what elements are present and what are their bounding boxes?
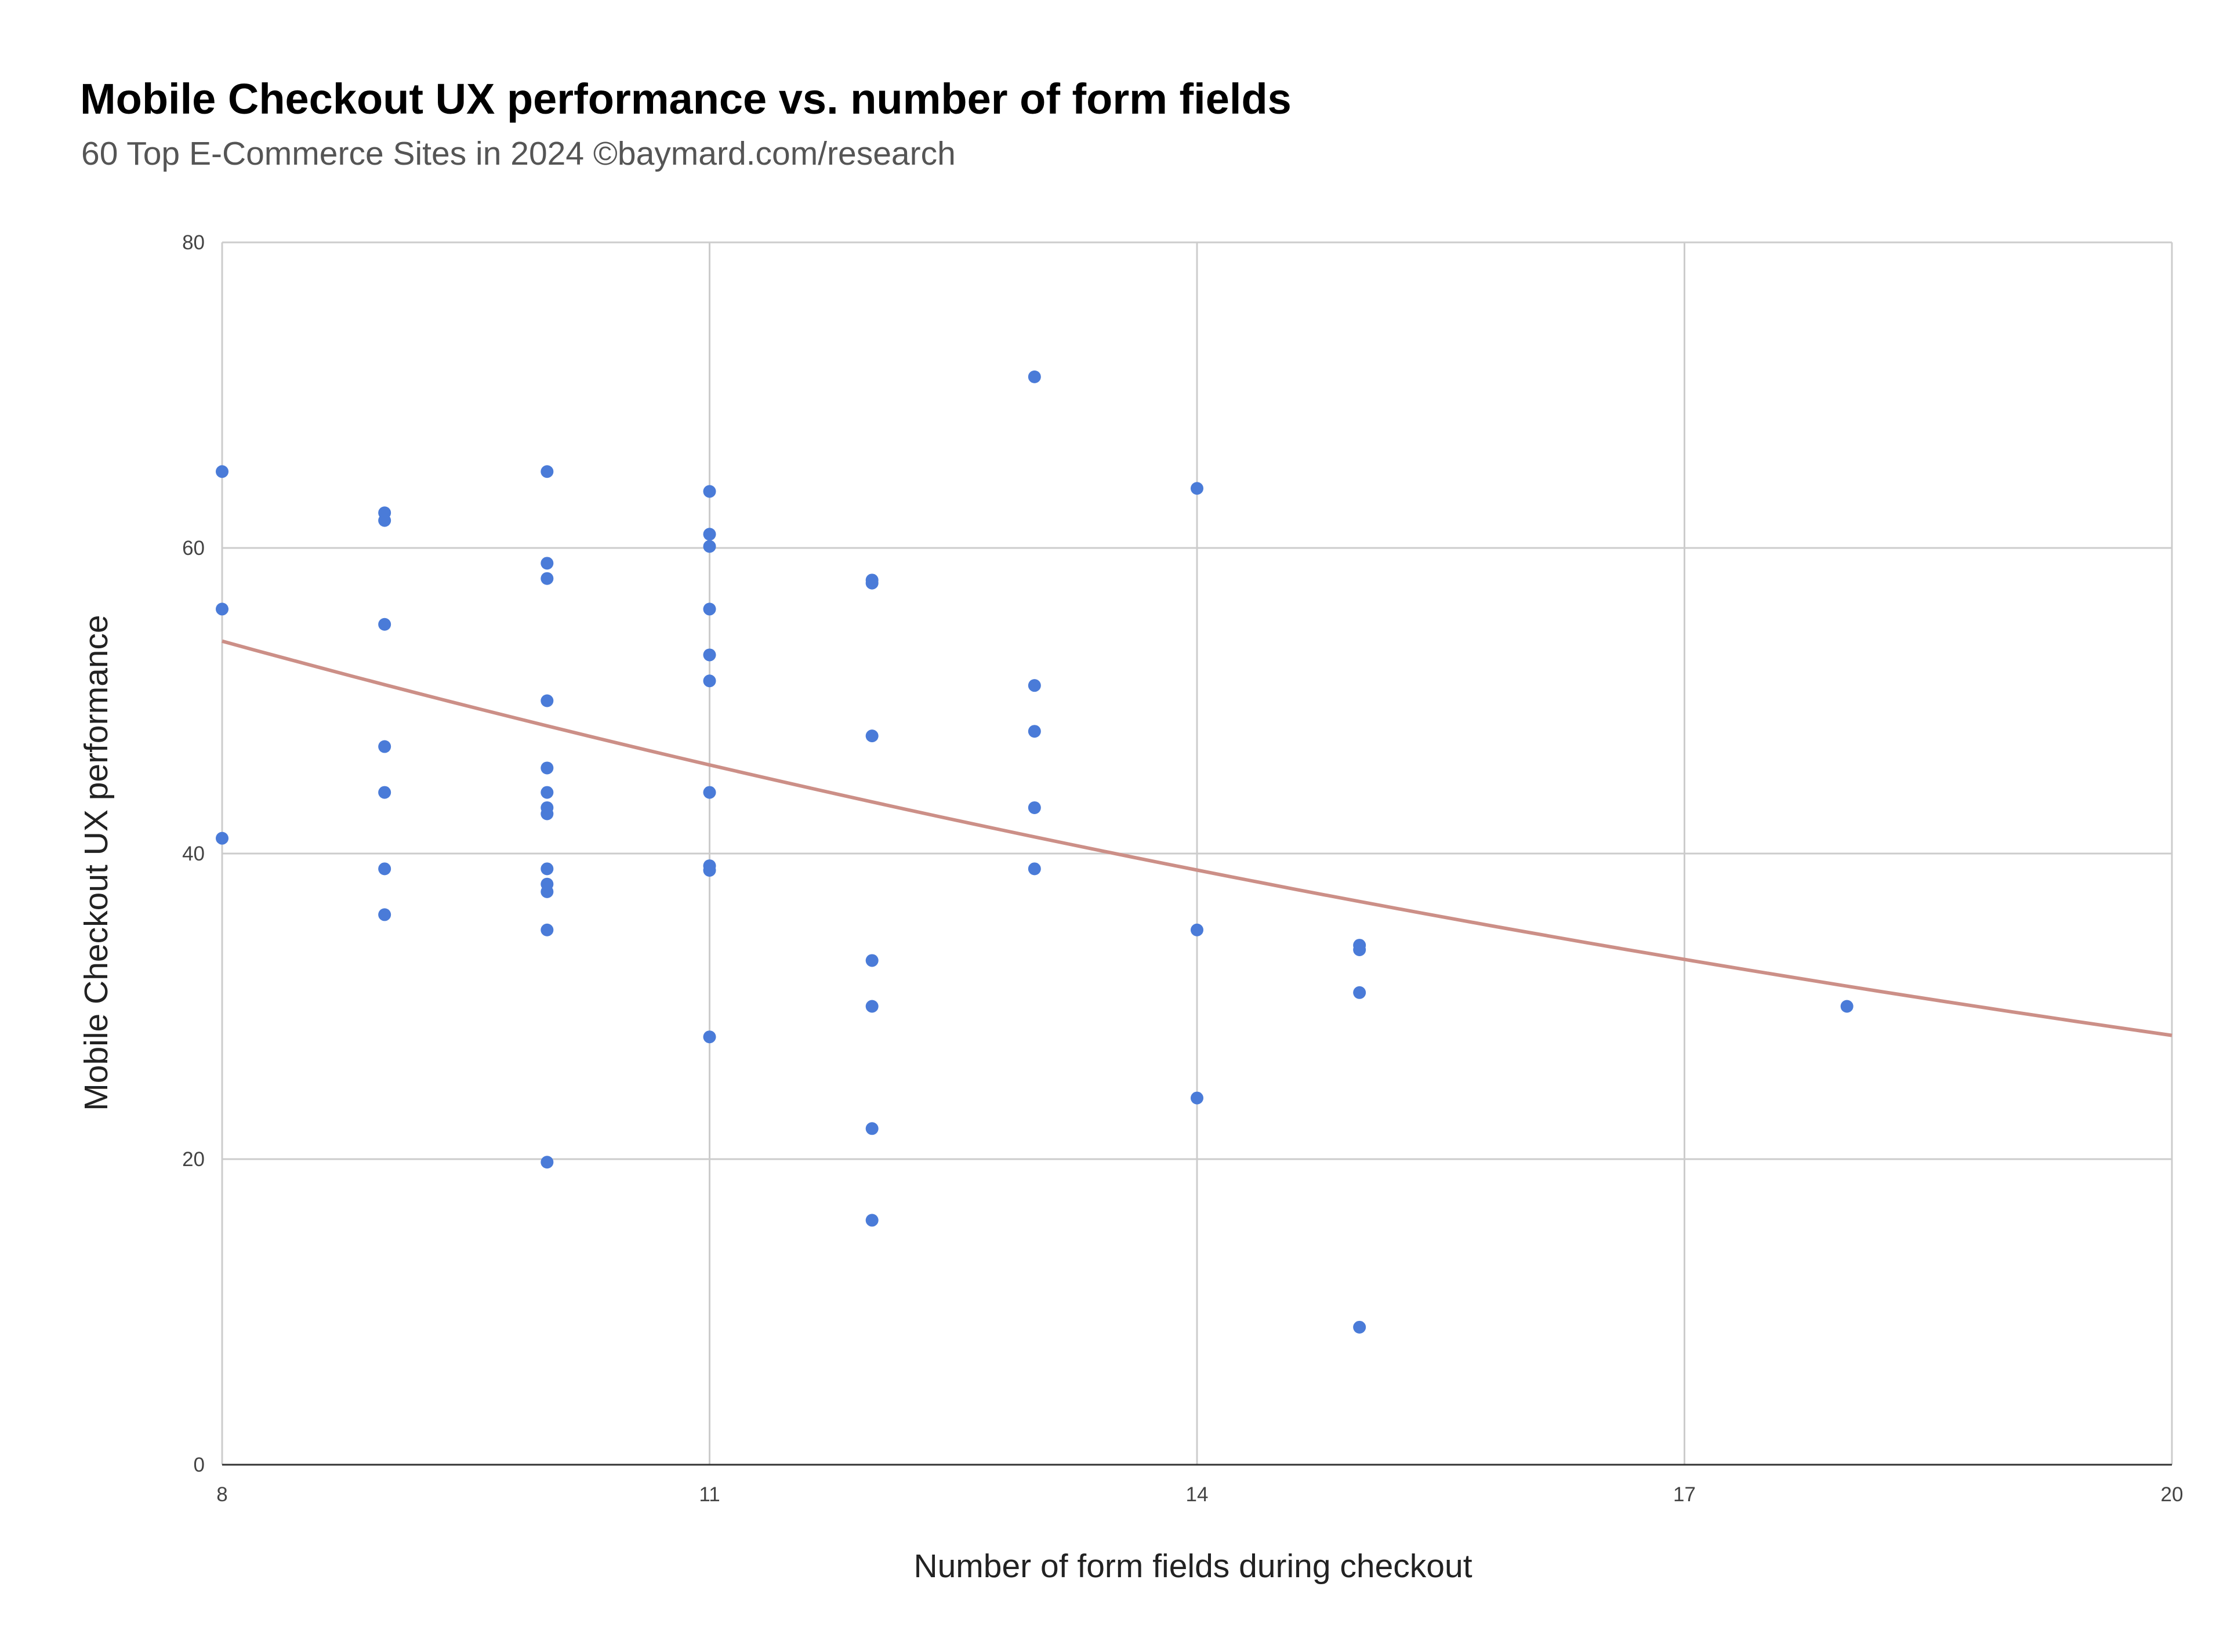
trendline-layer [222,639,2172,1037]
grid-lines [221,241,2173,1465]
data-point [541,761,554,775]
data-point [865,1000,879,1013]
tick-labels: 0 20 40 60 80 8 11 14 17 20 [182,231,2183,1506]
x-tick-label: 8 [216,1483,227,1506]
y-tick-label: 80 [182,231,205,254]
data-point [1028,679,1041,692]
data-point [541,557,554,570]
data-point [1191,1091,1203,1105]
data-point [541,465,554,478]
data-point [378,786,391,799]
data-point [865,954,879,967]
data-point [216,465,228,478]
data-point [703,528,716,541]
data-point [541,786,554,799]
data-point [1191,482,1203,495]
x-tick-label: 14 [1186,1483,1209,1506]
y-tick-label: 0 [194,1454,205,1476]
data-point [378,862,391,876]
data-point [541,923,554,936]
y-tick-label: 40 [182,843,205,865]
data-point [541,885,554,898]
data-point [541,862,554,876]
x-tick-label: 20 [2161,1483,2184,1506]
data-point [703,786,716,799]
data-point [378,740,391,753]
data-point [1028,801,1041,814]
data-point [541,572,554,585]
data-point [216,832,228,845]
data-point [865,1214,879,1227]
data-point [703,674,716,688]
data-point [378,618,391,631]
data-point [1028,725,1041,738]
data-point [703,485,716,498]
data-point [703,602,716,616]
data-point [1353,986,1366,999]
y-axis-label: Mobile Checkout UX performance [78,615,115,1110]
chart-subtitle: 60 Top E-Commerce Sites in 2024 ©baymard… [81,135,956,172]
data-point [1840,1000,1854,1013]
y-tick-label: 60 [182,537,205,560]
chart-title: Mobile Checkout UX performance vs. numbe… [80,75,1292,123]
x-tick-label: 11 [699,1483,720,1506]
data-point [865,576,879,590]
data-point [541,1156,554,1169]
data-point [865,1122,879,1135]
data-point [1353,943,1366,957]
data-point [703,540,716,553]
data-points [216,370,1854,1334]
x-axis-label: Number of form fields during checkout [913,1548,1472,1585]
data-point [1191,923,1203,936]
data-point [541,694,554,707]
data-point [1028,862,1041,876]
x-tick-label: 17 [1673,1483,1696,1506]
data-point [378,908,391,921]
trendline [222,639,2172,1037]
data-point [541,807,554,820]
data-point [1028,370,1041,383]
data-point [703,648,716,662]
data-point [378,514,391,527]
data-point [865,729,879,743]
data-point [216,602,228,616]
data-point [703,1030,716,1044]
y-tick-label: 20 [182,1148,205,1171]
data-point [703,863,716,877]
data-point [1353,1320,1366,1334]
